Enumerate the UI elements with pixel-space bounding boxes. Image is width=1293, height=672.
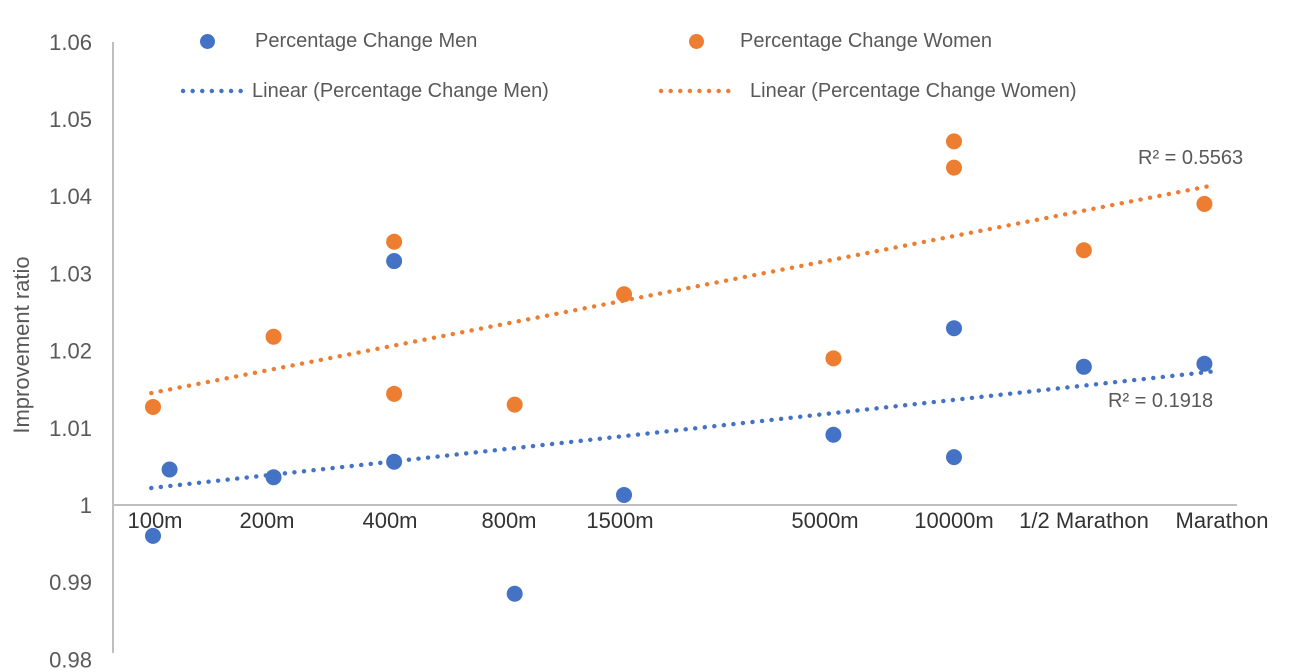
x-tick-label-400m: 400m (362, 508, 417, 533)
point-women-5000m (825, 350, 842, 367)
point-men-400m (386, 453, 403, 470)
r-squared-women: R² = 0.5563 (1138, 147, 1244, 169)
x-tick-label-5000m: 5000m (791, 508, 858, 533)
x-tick-label-200m: 200m (239, 508, 294, 533)
trendline-women (149, 183, 1216, 396)
point-men-1500m (616, 486, 633, 503)
legend-item-women: Percentage Change Women (689, 30, 992, 52)
y-tick-label-1: 1 (80, 493, 92, 518)
legend-item-linear-men: Linear (Percentage Change Men) (180, 80, 549, 102)
point-women-10000m (946, 159, 962, 176)
legend-item-linear-women: Linear (Percentage Change Women) (658, 80, 1076, 102)
point-men-110m (161, 461, 178, 478)
point-women-100m (145, 398, 161, 415)
point-men-400m (386, 253, 403, 270)
point-women-10000m (946, 133, 962, 150)
legend-dotted-line-men-icon (180, 88, 246, 94)
point-men-10000m (946, 449, 962, 466)
point-men-800m (506, 585, 523, 602)
x-tick-label-1-2-marathon: 1/2 Marathon (1019, 508, 1149, 533)
r-squared-men: R² = 0.1918 (1108, 390, 1214, 412)
legend-dot-men-icon (200, 33, 215, 49)
y-tick-label-0.98: 0.98 (49, 647, 92, 672)
point-women-800m (506, 396, 523, 413)
point-men-42195m (1196, 355, 1213, 372)
y-tick-label-0.99: 0.99 (49, 570, 92, 595)
point-men-5000m (825, 426, 842, 443)
x-tick-label-1500m: 1500m (586, 508, 653, 533)
y-tick-label-1.01: 1.01 (49, 416, 92, 441)
x-tick-label-marathon: Marathon (1176, 508, 1269, 533)
trendline-men (149, 369, 1216, 491)
legend-item-men: Percentage Change Men (200, 30, 477, 52)
point-women-1500m (616, 286, 633, 303)
point-men-21097m (1075, 358, 1092, 375)
point-women-21097m (1075, 242, 1092, 259)
point-men-200m (265, 469, 282, 486)
point-women-400m (386, 233, 403, 250)
y-tick-label-1.06: 1.06 (49, 30, 92, 55)
legend-dot-women-icon (689, 33, 704, 49)
y-tick-label-1.05: 1.05 (49, 107, 92, 132)
x-tick-label-10000m: 10000m (914, 508, 994, 533)
y-tick-label-1.02: 1.02 (49, 339, 92, 364)
legend-dotted-line-women-icon (658, 88, 735, 94)
y-tick-label-1.03: 1.03 (49, 261, 92, 286)
legend-label-women: Percentage Change Women (740, 29, 993, 52)
point-men-100m (145, 527, 161, 544)
x-tick-label-800m: 800m (481, 508, 536, 533)
point-men-10000m (946, 320, 962, 337)
y-tick-label-1.04: 1.04 (49, 184, 92, 209)
point-women-200m (265, 328, 282, 345)
point-women-42195m (1196, 195, 1213, 212)
legend-label-linear-men: Linear (Percentage Change Men) (252, 79, 549, 102)
point-women-400m (386, 385, 403, 402)
legend-label-men: Percentage Change Men (255, 29, 478, 52)
legend-label-linear-women: Linear (Percentage Change Women) (750, 79, 1077, 102)
